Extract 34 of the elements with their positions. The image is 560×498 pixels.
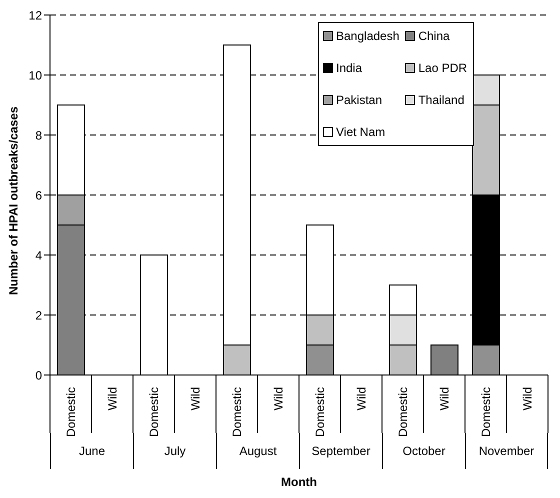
x-tick-label: Wild xyxy=(105,387,120,410)
x-tick-label: Domestic xyxy=(64,387,78,438)
x-tick-label: Domestic xyxy=(230,387,244,438)
x-tick-label: Wild xyxy=(437,387,452,410)
legend-label: China xyxy=(418,29,450,43)
x-tick-label: Wild xyxy=(520,387,534,410)
y-tick-label: 12 xyxy=(28,8,42,22)
y-tick-label: 10 xyxy=(28,68,42,82)
x-tick-label: Wild xyxy=(271,387,286,410)
legend-label: India xyxy=(336,61,362,75)
legend-label: Bangladesh xyxy=(336,29,400,43)
x-tick-label: Domestic xyxy=(478,387,493,438)
text: July xyxy=(164,444,186,458)
y-tick-label: 2 xyxy=(35,308,42,322)
x-axis-title: Month xyxy=(280,475,318,489)
x-tick-label: Domestic xyxy=(312,387,327,438)
y-tick-label: 4 xyxy=(35,248,42,262)
x-tick-label: Wild xyxy=(188,387,202,410)
text: June xyxy=(78,444,106,458)
y-tick-label: 6 xyxy=(35,188,42,202)
y-tick-label: 8 xyxy=(35,128,42,142)
y-tick-label: 0 xyxy=(35,368,42,382)
text: September xyxy=(312,444,370,458)
y-axis-title: Number of HPAI outbreaks/cases xyxy=(6,106,20,295)
legend-label: Lao PDR xyxy=(418,61,468,75)
legend-label: Viet Nam xyxy=(336,125,386,139)
x-tick-label: Domestic xyxy=(146,387,161,438)
text: August xyxy=(239,444,277,458)
legend-label: Pakistan xyxy=(336,93,382,107)
text: November xyxy=(478,444,534,458)
text: October xyxy=(402,444,446,458)
legend-label: Thailand xyxy=(418,93,464,107)
x-tick-label: Wild xyxy=(354,387,368,410)
x-tick-label: Domestic xyxy=(396,387,410,438)
